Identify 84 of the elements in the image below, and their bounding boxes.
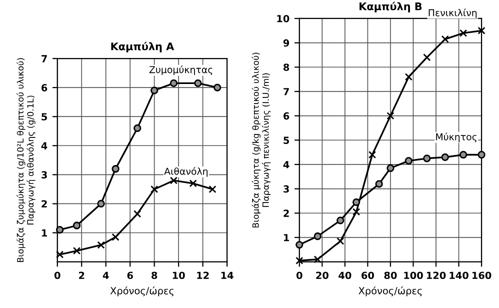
y-tick-label: 5 <box>284 136 289 144</box>
y-tick-label: 7 <box>42 55 47 62</box>
y-tick-label: 4 <box>41 142 48 150</box>
point <box>189 180 197 188</box>
point <box>194 79 202 88</box>
x-tick-label: 8 <box>152 272 158 280</box>
point <box>478 150 486 159</box>
point <box>97 200 105 208</box>
point <box>97 241 105 249</box>
x-tick-label: 4 <box>102 272 109 279</box>
point <box>478 26 486 34</box>
y-tick-label: 7 <box>284 88 289 96</box>
point <box>441 153 449 161</box>
point <box>112 165 120 173</box>
x-tick-label: 0 <box>296 272 302 280</box>
x-tick-label: 14 <box>221 272 234 279</box>
point <box>296 256 304 264</box>
point <box>460 150 468 159</box>
y-tick-label: 1 <box>284 234 290 242</box>
x-tick-label: 160 <box>472 272 492 280</box>
point <box>404 157 412 165</box>
point <box>386 164 394 172</box>
point <box>404 73 412 81</box>
y-tick-label: 2 <box>284 210 289 217</box>
chart-title: Καμπύλη Β <box>360 2 422 12</box>
y-tick-label: 1 <box>42 229 47 236</box>
x-tick-label: 0 <box>54 272 60 280</box>
point <box>56 226 64 234</box>
y-tick-label: 8 <box>284 64 290 71</box>
point <box>72 222 81 230</box>
x-tick-label: 20 <box>316 272 328 280</box>
point <box>368 150 376 159</box>
point <box>441 35 449 43</box>
point <box>336 216 344 224</box>
point <box>314 256 322 264</box>
series-label: Αιθανόλη <box>164 167 208 177</box>
point <box>375 180 383 188</box>
point <box>352 208 360 216</box>
y-tick-label: 6 <box>42 84 48 92</box>
x-tick-label: 80 <box>384 272 397 280</box>
x-tick-label: 40 <box>338 272 352 280</box>
y-tick-label: 9 <box>283 39 290 47</box>
series-label: Πενικιλίνη <box>428 8 477 18</box>
point <box>314 232 322 240</box>
x-tick-label: 140 <box>450 272 468 280</box>
point <box>150 185 158 194</box>
point <box>296 240 304 249</box>
y-tick-label: 5 <box>42 113 47 120</box>
x-tick-label: 6 <box>127 272 133 280</box>
y-axis-title: Βιομάζα ζυμομύκητα (g/10²L θρεπτικού υλικού) Παραγωγή αιθανόλης (g/0.1L) <box>16 58 36 262</box>
series-label: Μύκητος <box>436 132 476 142</box>
x-axis-title: Χρόνος/ώρες <box>358 286 422 296</box>
point <box>72 246 81 255</box>
point <box>170 176 178 184</box>
x-tick-label: 2 <box>79 272 84 279</box>
point <box>208 185 216 194</box>
point <box>150 86 158 94</box>
chart-title: Καμπύλη Α <box>111 42 174 52</box>
point <box>460 29 468 37</box>
point <box>423 154 431 162</box>
point <box>134 124 142 132</box>
point <box>423 54 431 62</box>
x-tick-label: 12 <box>197 272 209 279</box>
point <box>170 79 178 88</box>
point <box>352 198 360 206</box>
y-tick-label: 3 <box>42 171 47 179</box>
point <box>56 250 64 258</box>
point <box>134 210 142 218</box>
point <box>214 84 222 92</box>
y-tick-label: 2 <box>42 200 47 208</box>
y-tick-label: 4 <box>283 161 290 168</box>
point <box>386 112 394 120</box>
x-axis-title: Χρόνος/ώρες <box>110 286 174 296</box>
x-tick-label: 10 <box>172 272 185 280</box>
x-tick-label: 120 <box>426 272 446 280</box>
y-tick-label: 10 <box>277 14 290 22</box>
y-tick-label: 6 <box>284 112 290 120</box>
series-label: Ζυμομύκητας <box>149 66 212 76</box>
y-axis-title: Βιομάζα μύκητα (g/kg θρεπτικού υλικού) Παραγωγή πενικιλίνης (I.U./ml) <box>252 52 271 228</box>
x-tick-label: 60 <box>362 272 374 280</box>
x-tick-label: 100 <box>404 272 423 280</box>
y-tick-label: 3 <box>284 185 289 193</box>
point <box>112 233 120 241</box>
point <box>336 237 344 245</box>
